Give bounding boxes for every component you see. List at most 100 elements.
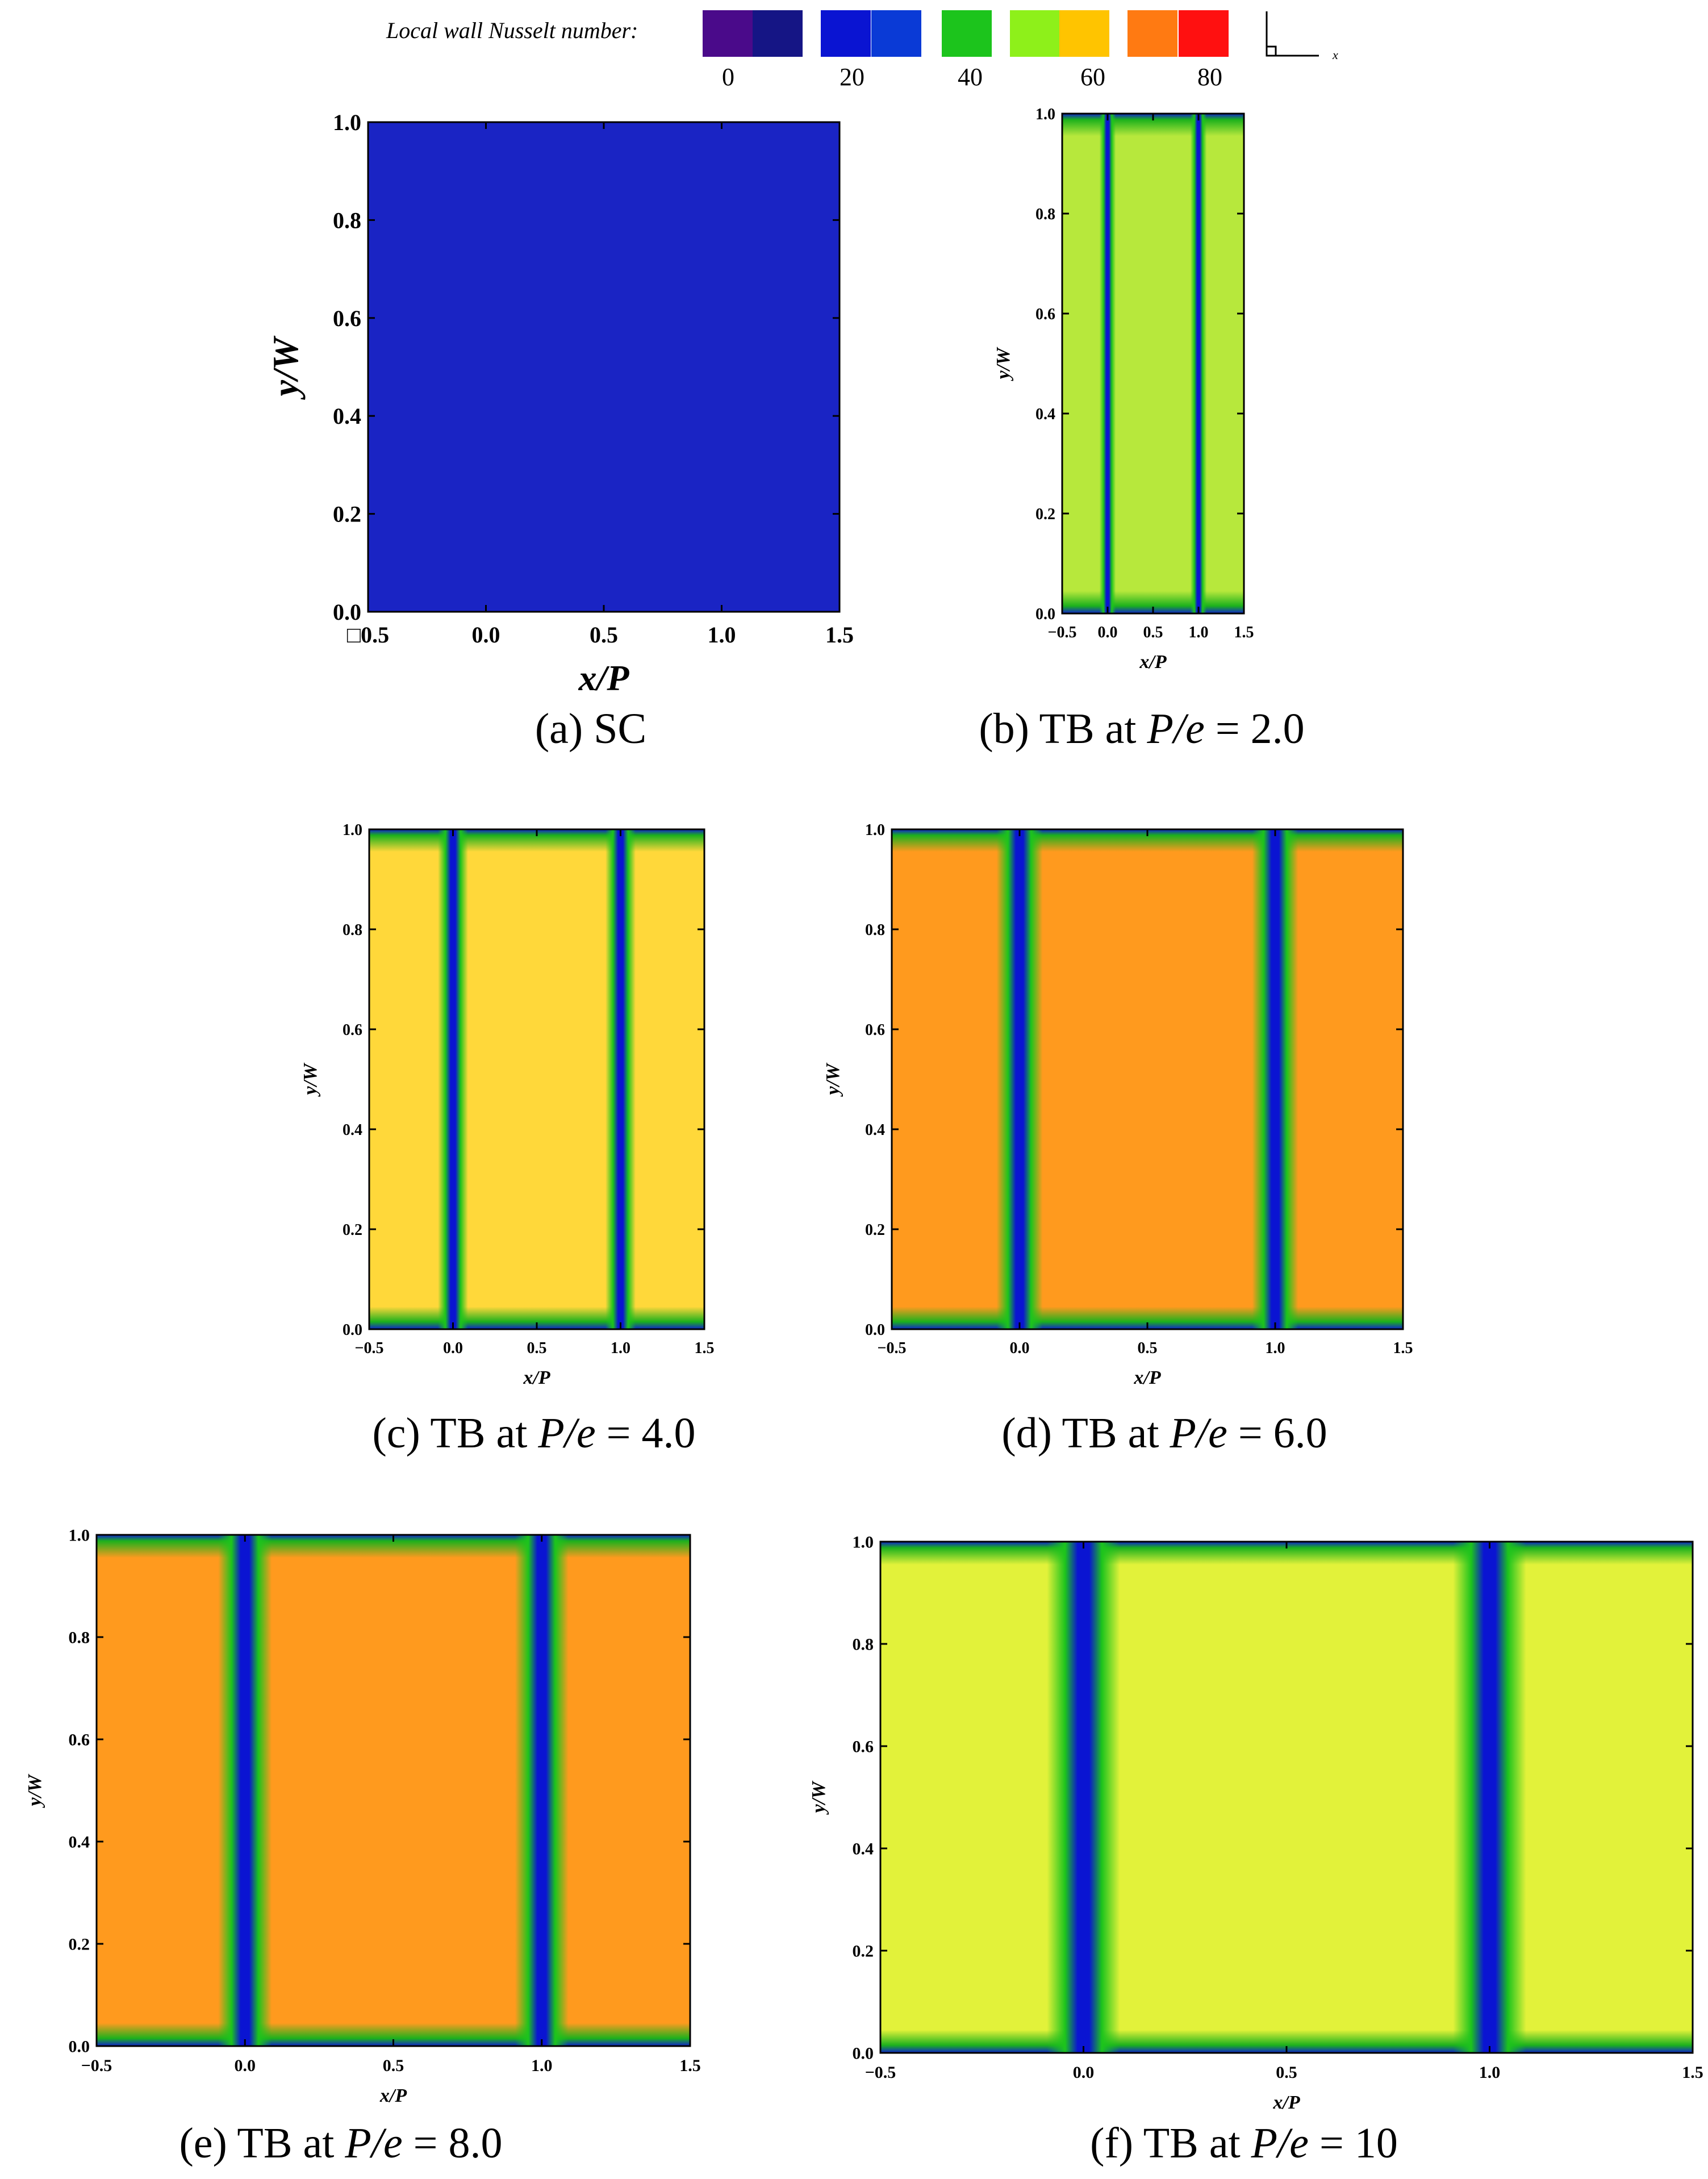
y-tick-label: 0.6 <box>865 1021 885 1039</box>
heatmap-field <box>368 122 840 612</box>
y-axis-label: y/W <box>993 347 1014 382</box>
y-tick-label: 0.2 <box>853 1942 874 1961</box>
legend-tick-label: 40 <box>958 63 983 91</box>
rib-band <box>996 829 1043 1329</box>
x-tick-label: 1.5 <box>1682 2063 1703 2082</box>
x-tick-label: −0.5 <box>1048 624 1077 641</box>
y-tick-label: 0.6 <box>343 1021 362 1039</box>
y-tick-label: 0.4 <box>343 1121 362 1139</box>
x-axis-label: x/P <box>379 2085 407 2106</box>
x-tick-label: 0.0 <box>443 1339 463 1357</box>
y-axis-label: y/W <box>265 335 306 400</box>
x-tick-label: 0.0 <box>1098 624 1118 641</box>
x-tick-label: 0.5 <box>590 622 618 648</box>
x-tick-label: 0.5 <box>383 2056 404 2075</box>
x-tick-label: 0.0 <box>472 622 500 648</box>
panel-a-heatmap: □0.5 0.0 0.5 1.0 1.50.00.20.40.60.81.0x/Py/W <box>265 110 854 698</box>
y-axis-label: y/W <box>808 1780 829 1815</box>
y-tick-label: 0.2 <box>69 1935 90 1954</box>
x-tick-label: 1.0 <box>1266 1339 1285 1357</box>
x-tick-label: □0.5 <box>347 622 389 648</box>
y-tick-label: 0.4 <box>853 1840 874 1859</box>
y-tick-label: 0.4 <box>333 403 361 429</box>
y-tick-label: 0.0 <box>865 1321 885 1339</box>
rib-band <box>1047 1542 1120 2053</box>
legend-swatch <box>753 10 803 57</box>
legend-swatch <box>871 10 921 57</box>
y-tick-label: 0.4 <box>69 1833 90 1852</box>
heatmap-field <box>97 1535 690 2046</box>
x-tick-label: −0.5 <box>865 2063 896 2082</box>
coordinate-axis-icon: x <box>1266 11 1338 61</box>
legend-title: Local wall Nusselt number: <box>386 18 638 43</box>
y-tick-label: 0.6 <box>69 1731 90 1750</box>
caption-f: (f) TB at P/e = 10 <box>1090 2119 1398 2167</box>
y-tick-label: 1.0 <box>343 821 362 839</box>
panel-e-heatmap: −0.5 0.0 0.5 1.0 1.50.00.20.40.60.81.0x/Py/W <box>24 1526 701 2107</box>
y-tick-label: 0.8 <box>69 1629 90 1647</box>
rib-band <box>437 829 469 1329</box>
legend-swatch <box>1059 10 1109 57</box>
heatmap-field <box>369 829 704 1329</box>
x-tick-label: −0.5 <box>81 2056 112 2075</box>
y-tick-label: 0.4 <box>865 1121 885 1139</box>
legend-tick-label: 0 <box>722 63 734 91</box>
x-tick-label: −0.5 <box>355 1339 384 1357</box>
x-tick-label: −0.5 <box>878 1339 907 1357</box>
y-tick-label: 1.0 <box>853 1533 874 1552</box>
rib-band <box>605 829 636 1329</box>
x-axis-label: x/P <box>1272 2092 1300 2113</box>
y-tick-label: 1.0 <box>69 1526 90 1545</box>
y-axis-label: y/W <box>24 1773 45 1809</box>
y-tick-label: 1.0 <box>1035 106 1055 123</box>
y-tick-label: 0.6 <box>853 1738 874 1756</box>
x-tick-label: 0.5 <box>1138 1339 1158 1357</box>
y-axis-label: y/W <box>300 1062 321 1097</box>
y-tick-label: 0.6 <box>1035 306 1055 323</box>
caption-b: (b) TB at P/e = 2.0 <box>979 705 1305 753</box>
legend-tick-label: 80 <box>1197 63 1222 91</box>
x-tick-label: 1.5 <box>679 2056 701 2075</box>
rib-band <box>218 1535 272 2046</box>
legend-swatch <box>703 10 753 57</box>
caption-d: (d) TB at P/e = 6.0 <box>1001 1409 1327 1457</box>
x-tick-label: 0.5 <box>1143 624 1163 641</box>
y-tick-label: 0.0 <box>343 1321 362 1339</box>
y-tick-label: 0.8 <box>865 921 885 939</box>
x-tick-label: 1.5 <box>1234 624 1254 641</box>
x-tick-label: 1.5 <box>695 1339 715 1357</box>
panel-d-heatmap: −0.5 0.0 0.5 1.0 1.50.00.20.40.60.81.0x/Py/W <box>822 821 1413 1388</box>
axis-glyph-label: x <box>1332 48 1338 61</box>
y-tick-label: 0.8 <box>333 207 361 233</box>
panel-f-heatmap: −0.5 0.0 0.5 1.0 1.50.00.20.40.60.81.0x/Py/W <box>808 1533 1703 2114</box>
y-tick-label: 0.6 <box>333 306 361 331</box>
x-tick-label: 0.0 <box>1073 2063 1095 2082</box>
legend-swatch <box>821 10 871 57</box>
x-axis-label: x/P <box>1133 1367 1160 1388</box>
caption-c: (c) TB at P/e = 4.0 <box>372 1409 696 1457</box>
x-tick-label: 0.5 <box>1276 2063 1297 2082</box>
x-tick-label: 0.0 <box>1010 1339 1030 1357</box>
x-tick-label: 0.5 <box>527 1339 547 1357</box>
y-tick-label: 0.4 <box>1035 406 1055 423</box>
y-axis-label: y/W <box>822 1062 843 1097</box>
x-tick-label: 1.0 <box>708 622 736 648</box>
y-tick-label: 0.8 <box>343 921 362 939</box>
rib-band <box>515 1535 569 2046</box>
legend-swatch <box>1010 10 1060 57</box>
rib-band <box>1453 1542 1526 2053</box>
y-tick-label: 1.0 <box>865 821 885 839</box>
color-legend: Local wall Nusselt number: 0 20 40 60 80 x <box>0 0 1708 108</box>
x-tick-label: 1.0 <box>1479 2063 1501 2082</box>
x-axis-label: x/P <box>578 658 630 698</box>
y-tick-label: 0.0 <box>69 2038 90 2056</box>
heatmap-field <box>880 1542 1693 2053</box>
rib-band <box>1099 114 1116 613</box>
heatmap-field <box>1062 114 1244 613</box>
y-tick-label: 0.0 <box>1035 606 1055 623</box>
x-axis-label: x/P <box>1139 652 1166 673</box>
y-tick-label: 0.2 <box>865 1221 885 1239</box>
legend-tick-label: 20 <box>840 63 865 91</box>
panel-b-heatmap: −0.5 0.0 0.5 1.0 1.50.00.20.40.60.81.0x/Py/W <box>993 106 1254 673</box>
y-tick-label: 0.2 <box>1035 506 1055 523</box>
